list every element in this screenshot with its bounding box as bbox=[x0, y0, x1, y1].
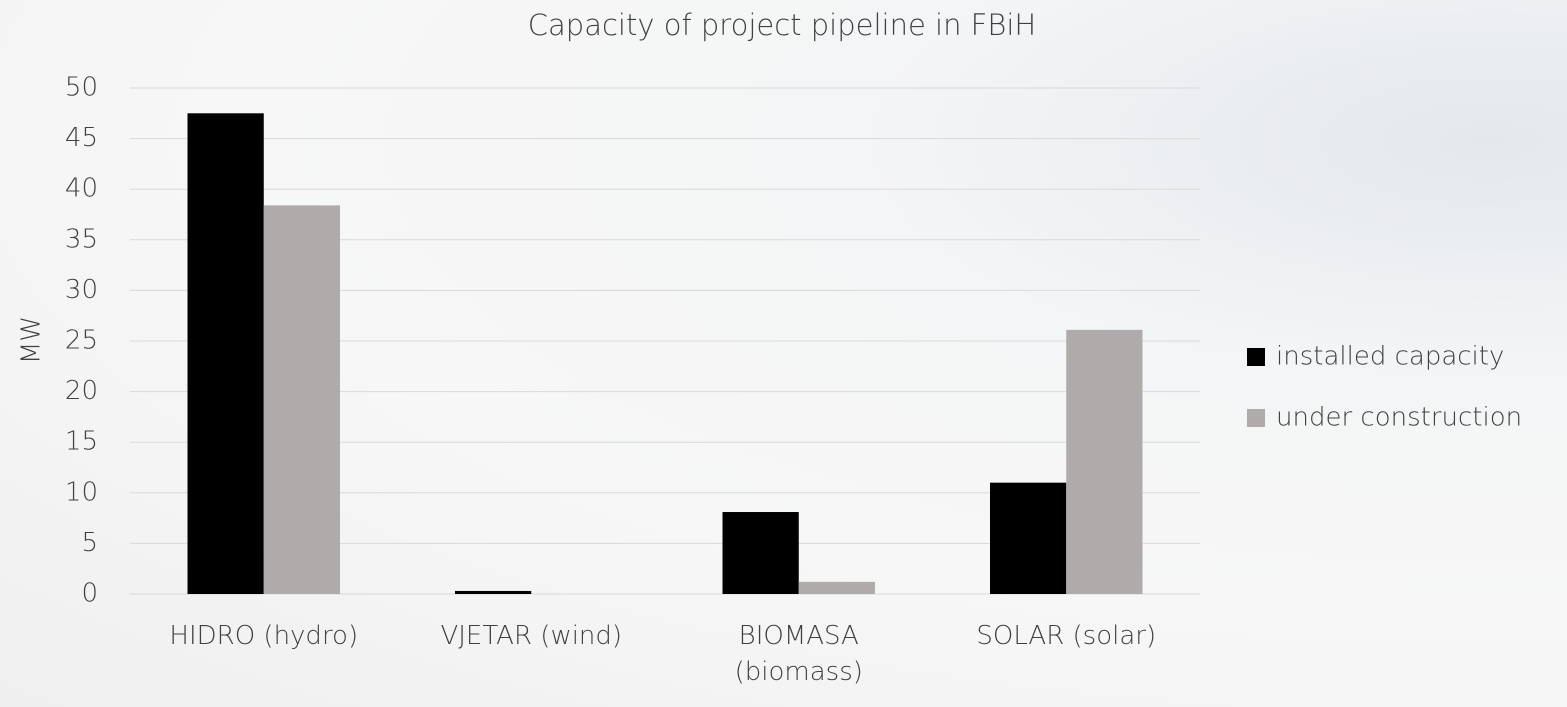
legend-label: installed capacity bbox=[1276, 342, 1504, 372]
y-tick-label: 20 bbox=[65, 376, 98, 406]
chart-title: Capacity of project pipeline in FBiH bbox=[528, 8, 1036, 42]
y-tick-label: 15 bbox=[65, 427, 98, 457]
bar bbox=[187, 113, 264, 595]
x-tick-label: HIDRO (hydro) bbox=[169, 621, 359, 651]
x-tick-label: SOLAR (solar) bbox=[976, 621, 1157, 651]
bar bbox=[1066, 329, 1143, 594]
bar bbox=[798, 581, 875, 594]
y-tick-label: 10 bbox=[65, 477, 98, 507]
x-tick-label: VJETAR (wind) bbox=[440, 621, 623, 651]
y-tick-label: 30 bbox=[65, 275, 98, 305]
y-tick-label: 5 bbox=[81, 528, 98, 558]
bar bbox=[990, 482, 1067, 594]
legend-swatch bbox=[1247, 409, 1265, 427]
bar bbox=[722, 512, 799, 594]
y-tick-label: 0 bbox=[81, 579, 98, 609]
y-tick-label: 35 bbox=[65, 224, 98, 254]
bar bbox=[263, 205, 340, 594]
y-tick-label: 45 bbox=[65, 123, 98, 153]
legend-label: under construction bbox=[1276, 403, 1522, 433]
x-tick-label: BIOMASA (biomass) bbox=[734, 621, 863, 687]
y-tick-label: 40 bbox=[65, 174, 98, 204]
y-tick-label: 25 bbox=[65, 326, 98, 356]
y-tick-label: 50 bbox=[65, 73, 98, 103]
legend-swatch bbox=[1247, 348, 1265, 366]
y-axis-label: MW bbox=[17, 316, 47, 364]
bar bbox=[455, 590, 532, 594]
